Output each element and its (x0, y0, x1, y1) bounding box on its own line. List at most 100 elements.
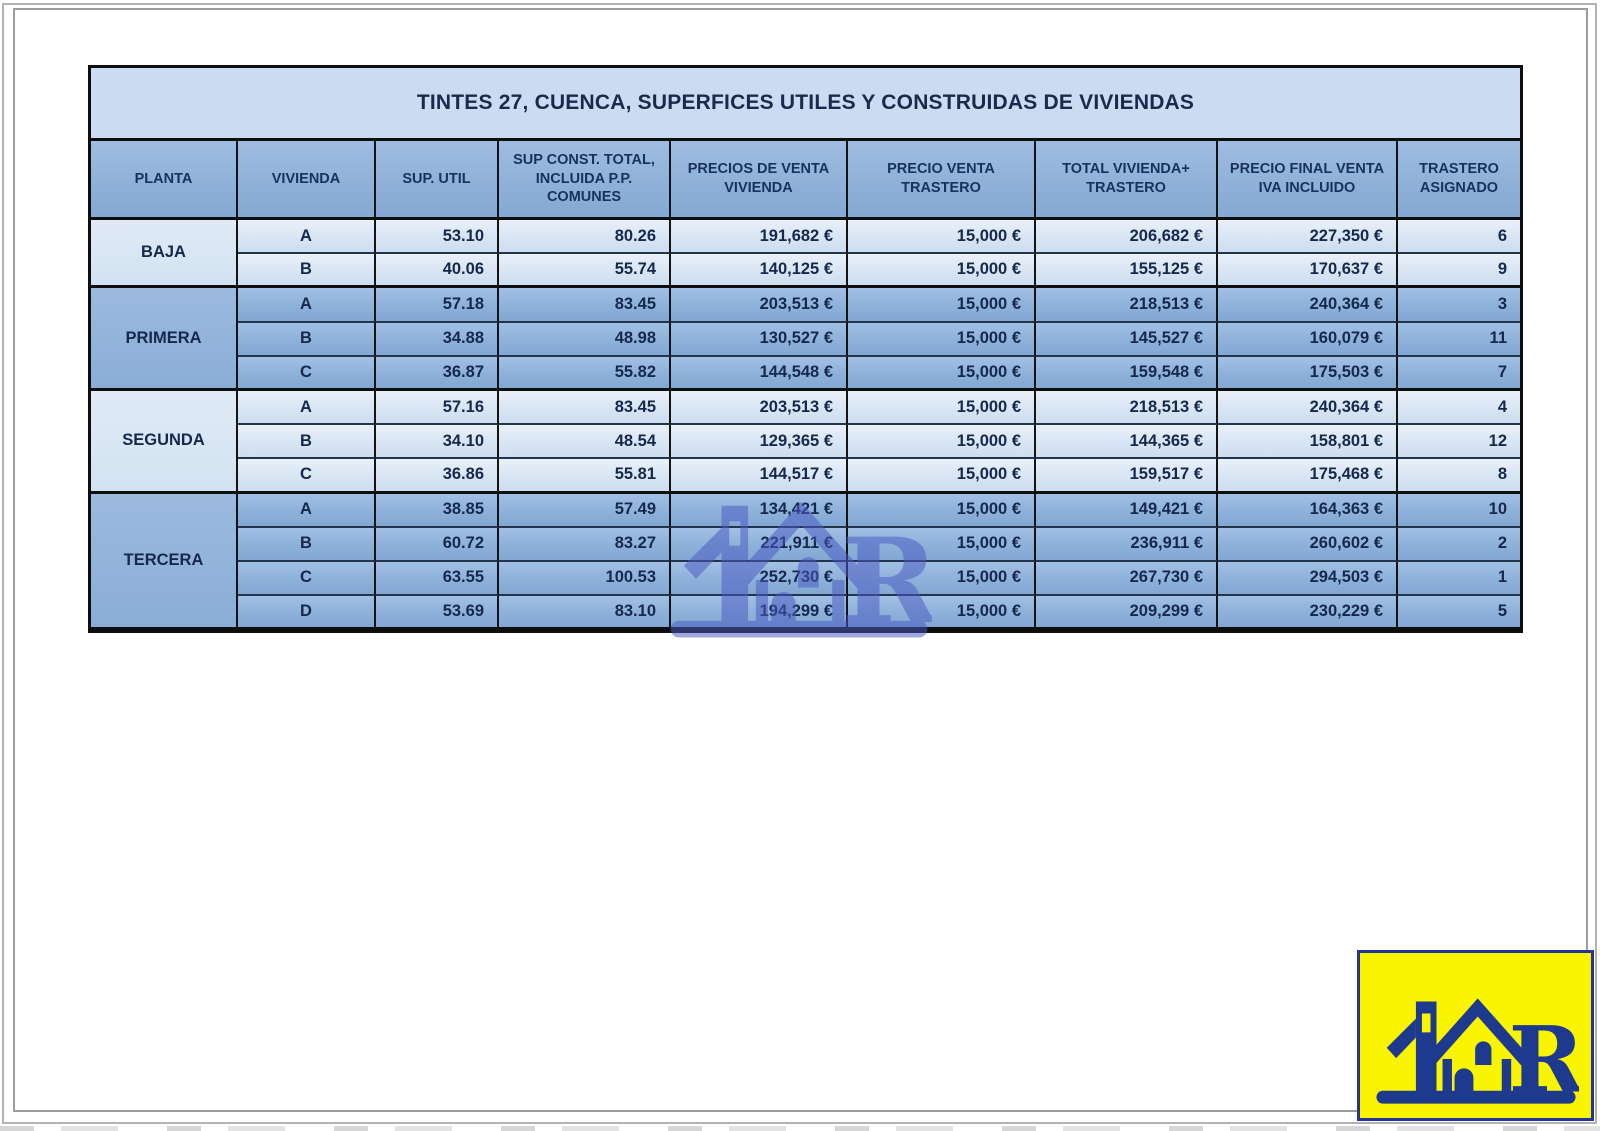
price-table: TINTES 27, CUENCA, SUPERFICES UTILES Y C… (88, 65, 1523, 634)
cell-sup-util: 60.72 (376, 527, 499, 562)
planta-cell: SEGUNDA (91, 390, 238, 494)
column-header-precio-final-iva: PRECIO FINAL VENTA IVA INCLUIDO (1218, 141, 1398, 220)
cell-precio-venta-trastero: 15,000 € (848, 493, 1036, 528)
cell-vivienda: B (238, 527, 376, 562)
cell-precio-final-iva: 230,229 € (1218, 596, 1398, 631)
column-header-sup-util: SUP. UTIL (376, 141, 499, 220)
cell-sup-const-total: 83.45 (499, 288, 671, 323)
cell-precio-venta-trastero: 15,000 € (848, 527, 1036, 562)
cell-vivienda: D (238, 596, 376, 631)
cell-sup-util: 57.18 (376, 288, 499, 323)
cell-vivienda: C (238, 459, 376, 494)
column-header-trastero-asignado: TRASTERO ASIGNADO (1398, 141, 1520, 220)
cell-sup-util: 57.16 (376, 390, 499, 426)
cell-precio-venta-trastero: 15,000 € (848, 356, 1036, 391)
cell-precio-venta-trastero: 15,000 € (848, 561, 1036, 597)
cell-precio-final-iva: 240,364 € (1218, 390, 1398, 426)
cell-trastero-asignado: 11 (1398, 322, 1520, 357)
cell-total-vivienda-trastero: 159,517 € (1036, 459, 1218, 494)
cell-precio-venta-vivienda: 194,299 € (671, 596, 848, 631)
cell-precio-venta-vivienda: 129,365 € (671, 425, 848, 460)
cell-precio-venta-vivienda: 252,730 € (671, 561, 848, 597)
cell-precio-venta-vivienda: 221,911 € (671, 527, 848, 562)
cell-vivienda: C (238, 561, 376, 597)
cell-precio-venta-trastero: 15,000 € (848, 596, 1036, 631)
column-header-precios-venta-vivienda: PRECIOS DE VENTA VIVIENDA (671, 141, 848, 220)
column-header-sup-const-total: SUP CONST. TOTAL, INCLUIDA P.P. COMUNES (499, 141, 671, 220)
cell-precio-final-iva: 175,468 € (1218, 459, 1398, 494)
cell-sup-util: 36.87 (376, 356, 499, 391)
cell-sup-util: 53.69 (376, 596, 499, 631)
cell-total-vivienda-trastero: 149,421 € (1036, 493, 1218, 528)
page-frame-inner (13, 8, 1588, 1112)
cell-precio-venta-trastero: 15,000 € (848, 459, 1036, 494)
cell-precio-final-iva: 158,801 € (1218, 425, 1398, 460)
cell-precio-venta-trastero: 15,000 € (848, 390, 1036, 426)
cell-precio-final-iva: 170,637 € (1218, 254, 1398, 289)
cell-precio-venta-vivienda: 140,125 € (671, 254, 848, 289)
table-title: TINTES 27, CUENCA, SUPERFICES UTILES Y C… (91, 68, 1520, 141)
cell-trastero-asignado: 6 (1398, 220, 1520, 255)
cell-sup-util: 40.06 (376, 254, 499, 289)
planta-cell: BAJA (91, 220, 238, 289)
cell-sup-const-total: 55.82 (499, 356, 671, 391)
brand-logo-box (1357, 950, 1594, 1121)
cell-vivienda: B (238, 425, 376, 460)
cell-sup-util: 53.10 (376, 220, 499, 255)
cell-precio-venta-vivienda: 144,548 € (671, 356, 848, 391)
cell-trastero-asignado: 9 (1398, 254, 1520, 289)
cell-precio-final-iva: 240,364 € (1218, 288, 1398, 323)
cell-vivienda: B (238, 254, 376, 289)
cell-sup-util: 36.86 (376, 459, 499, 494)
cell-sup-const-total: 55.81 (499, 459, 671, 494)
cell-precio-venta-trastero: 15,000 € (848, 220, 1036, 255)
cell-precio-final-iva: 227,350 € (1218, 220, 1398, 255)
planta-cell: TERCERA (91, 493, 238, 631)
house-logo-icon (1373, 979, 1579, 1108)
cell-sup-const-total: 83.45 (499, 390, 671, 426)
cell-trastero-asignado: 3 (1398, 288, 1520, 323)
cell-precio-venta-vivienda: 203,513 € (671, 390, 848, 426)
cell-vivienda: A (238, 493, 376, 528)
cell-precio-venta-vivienda: 203,513 € (671, 288, 848, 323)
page-bottom-artifact (0, 1126, 1600, 1131)
cell-precio-venta-vivienda: 130,527 € (671, 322, 848, 357)
cell-vivienda: C (238, 356, 376, 391)
cell-sup-const-total: 48.54 (499, 425, 671, 460)
cell-total-vivienda-trastero: 209,299 € (1036, 596, 1218, 631)
cell-sup-util: 34.88 (376, 322, 499, 357)
column-header-total-vivienda-trastero: TOTAL VIVIENDA+ TRASTERO (1036, 141, 1218, 220)
cell-sup-util: 38.85 (376, 493, 499, 528)
cell-precio-venta-vivienda: 191,682 € (671, 220, 848, 255)
cell-trastero-asignado: 5 (1398, 596, 1520, 631)
column-header-planta: PLANTA (91, 141, 238, 220)
cell-precio-venta-vivienda: 144,517 € (671, 459, 848, 494)
page-frame-outer (2, 3, 1597, 1124)
column-header-vivienda: VIVIENDA (238, 141, 376, 220)
planta-cell: PRIMERA (91, 288, 238, 391)
cell-vivienda: A (238, 288, 376, 323)
cell-trastero-asignado: 2 (1398, 527, 1520, 562)
cell-trastero-asignado: 8 (1398, 459, 1520, 494)
cell-sup-const-total: 55.74 (499, 254, 671, 289)
cell-trastero-asignado: 7 (1398, 356, 1520, 391)
cell-precio-venta-trastero: 15,000 € (848, 425, 1036, 460)
cell-sup-const-total: 83.27 (499, 527, 671, 562)
cell-precio-venta-trastero: 15,000 € (848, 322, 1036, 357)
cell-total-vivienda-trastero: 206,682 € (1036, 220, 1218, 255)
cell-sup-util: 34.10 (376, 425, 499, 460)
cell-sup-util: 63.55 (376, 561, 499, 597)
cell-total-vivienda-trastero: 144,365 € (1036, 425, 1218, 460)
cell-sup-const-total: 83.10 (499, 596, 671, 631)
cell-precio-venta-vivienda: 134,421 € (671, 493, 848, 528)
cell-sup-const-total: 48.98 (499, 322, 671, 357)
cell-trastero-asignado: 1 (1398, 561, 1520, 597)
cell-vivienda: A (238, 390, 376, 426)
cell-total-vivienda-trastero: 218,513 € (1036, 288, 1218, 323)
cell-vivienda: B (238, 322, 376, 357)
cell-trastero-asignado: 4 (1398, 390, 1520, 426)
cell-precio-venta-trastero: 15,000 € (848, 254, 1036, 289)
cell-total-vivienda-trastero: 236,911 € (1036, 527, 1218, 562)
cell-trastero-asignado: 10 (1398, 493, 1520, 528)
cell-sup-const-total: 100.53 (499, 561, 671, 597)
